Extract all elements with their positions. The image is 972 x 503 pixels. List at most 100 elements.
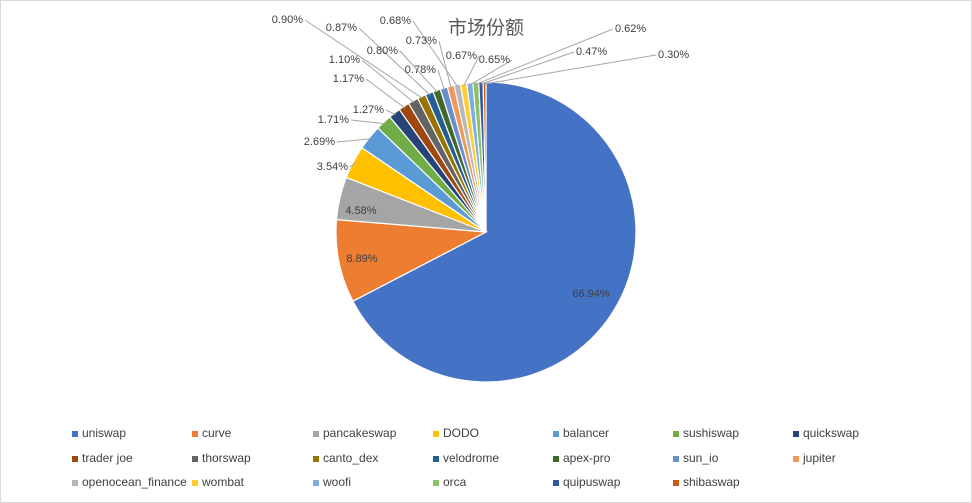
legend-swatch-shibaswap xyxy=(673,480,679,486)
leader-line-balancer xyxy=(336,138,372,143)
legend-label-dodo: DODO xyxy=(443,426,479,440)
pie-slice-curve xyxy=(335,218,489,302)
leader-line-wombat xyxy=(463,55,480,86)
legend-swatch-trader-joe xyxy=(72,456,78,462)
data-label-balancer: 2.69% xyxy=(304,136,335,148)
data-label-sushiswap: 1.71% xyxy=(318,114,349,126)
leader-line-woofi xyxy=(469,59,513,86)
legend-item-sushiswap: sushiswap xyxy=(673,426,739,440)
leader-line-shibaswap xyxy=(484,54,657,85)
leader-line-orca xyxy=(475,28,614,85)
data-label-uniswap: 66.94% xyxy=(572,288,610,300)
legend-label-woofi: woofi xyxy=(322,475,351,489)
leader-line-sushiswap xyxy=(350,119,386,125)
legend-swatch-orca xyxy=(433,480,439,486)
legend-label-shibaswap: shibaswap xyxy=(683,475,740,489)
legend-swatch-woofi xyxy=(313,480,319,486)
leader-line-velodrome xyxy=(358,27,431,96)
legend-item-uniswap: uniswap xyxy=(72,426,126,440)
legend-swatch-canto-dex xyxy=(313,456,319,462)
data-labels: 66.94% 8.89% 4.58% 3.54% 2.69% 1.71% 1.27% 1.17… xyxy=(272,14,690,300)
legend-label-sushiswap: sushiswap xyxy=(683,426,739,440)
legend-label-velodrome: velodrome xyxy=(443,451,499,465)
legend-swatch-dodo xyxy=(433,431,439,437)
legend-label-jupiter: jupiter xyxy=(802,451,836,465)
pie-slice-uniswap xyxy=(352,81,637,383)
leader-line-sun-io xyxy=(437,69,445,91)
legend-label-curve: curve xyxy=(202,426,232,440)
legend-swatch-pancakeswap xyxy=(313,431,319,437)
legend-swatch-balancer xyxy=(553,431,559,437)
legend-swatch-openocean-finance xyxy=(72,480,78,486)
legend-item-thorswap: thorswap xyxy=(192,451,251,465)
leader-line-quickswap xyxy=(385,109,396,116)
pie-slices xyxy=(335,81,637,383)
leader-line-jupiter xyxy=(438,40,452,89)
legend-label-apex-pro: apex-pro xyxy=(563,451,611,465)
legend-label-thorswap: thorswap xyxy=(202,451,251,465)
legend-item-velodrome: velodrome xyxy=(433,451,499,465)
legend-item-apex-pro: apex-pro xyxy=(553,451,611,465)
legend-swatch-jupiter xyxy=(793,456,799,462)
legend-label-orca: orca xyxy=(443,475,467,489)
leader-line-canto-dex xyxy=(304,19,423,99)
legend-item-shibaswap: shibaswap xyxy=(673,475,740,489)
legend-label-quipuswap: quipuswap xyxy=(563,475,621,489)
data-label-thorswap: 1.10% xyxy=(329,54,360,66)
legend-swatch-uniswap xyxy=(72,431,78,437)
leader-line-apex-pro xyxy=(399,50,438,93)
chart-title: 市场份额 xyxy=(448,17,524,39)
leader-line-thorswap xyxy=(361,59,415,103)
legend-item-dodo: DODO xyxy=(433,426,479,440)
legend-label-openocean-finance: openocean_finance xyxy=(82,475,187,489)
data-label-velodrome: 0.87% xyxy=(326,22,357,34)
leader-line-dodo xyxy=(349,162,356,168)
legend-label-pancakeswap: pancakeswap xyxy=(323,426,397,440)
data-label-sun-io: 0.78% xyxy=(405,64,436,76)
leader-line-trader-joe xyxy=(365,78,406,109)
legend-swatch-sun-io xyxy=(673,456,679,462)
data-label-apex-pro: 0.80% xyxy=(367,45,398,57)
legend-swatch-quickswap xyxy=(793,431,799,437)
data-label-openocean-finance: 0.68% xyxy=(380,15,411,27)
legend-label-wombat: wombat xyxy=(201,475,245,489)
data-label-woofi: 0.65% xyxy=(479,54,510,66)
legend-item-jupiter: jupiter xyxy=(793,451,836,465)
legend-item-balancer: balancer xyxy=(553,426,609,440)
data-label-canto-dex: 0.90% xyxy=(272,14,303,26)
data-label-quickswap: 1.27% xyxy=(353,104,384,116)
data-label-orca: 0.62% xyxy=(615,23,646,35)
legend-item-orca: orca xyxy=(433,475,467,489)
legend-swatch-velodrome xyxy=(433,456,439,462)
legend-item-canto-dex: canto_dex xyxy=(313,451,378,465)
leader-line-openocean-finance xyxy=(412,20,459,87)
legend-swatch-apex-pro xyxy=(553,456,559,462)
legend: uniswap curve pancakeswap DODO balancer sushi… xyxy=(72,426,859,489)
legend-item-wombat: wombat xyxy=(192,475,245,489)
legend-swatch-wombat xyxy=(192,480,198,486)
legend-item-woofi: woofi xyxy=(313,475,351,489)
leader-line-quipuswap xyxy=(480,51,575,85)
data-label-jupiter: 0.73% xyxy=(406,35,437,47)
legend-item-curve: curve xyxy=(192,426,232,440)
data-label-dodo: 3.54% xyxy=(317,161,348,173)
legend-item-openocean-finance: openocean_finance xyxy=(72,475,187,489)
legend-item-quipuswap: quipuswap xyxy=(553,475,621,489)
legend-item-pancakeswap: pancakeswap xyxy=(313,426,397,440)
legend-label-trader-joe: trader joe xyxy=(82,451,133,465)
data-label-shibaswap: 0.30% xyxy=(658,49,689,61)
data-label-wombat: 0.67% xyxy=(446,50,477,62)
data-label-curve: 8.89% xyxy=(346,253,377,265)
legend-swatch-sushiswap xyxy=(673,431,679,437)
legend-label-balancer: balancer xyxy=(563,426,609,440)
data-label-trader-joe: 1.17% xyxy=(333,73,364,85)
legend-swatch-thorswap xyxy=(192,456,198,462)
data-label-quipuswap: 0.47% xyxy=(576,46,607,58)
legend-swatch-curve xyxy=(192,431,198,437)
legend-label-sun-io: sun_io xyxy=(683,451,719,465)
data-label-pancakeswap: 4.58% xyxy=(345,205,376,217)
legend-item-trader-joe: trader joe xyxy=(72,451,133,465)
legend-label-uniswap: uniswap xyxy=(82,426,126,440)
legend-label-canto-dex: canto_dex xyxy=(323,451,378,465)
